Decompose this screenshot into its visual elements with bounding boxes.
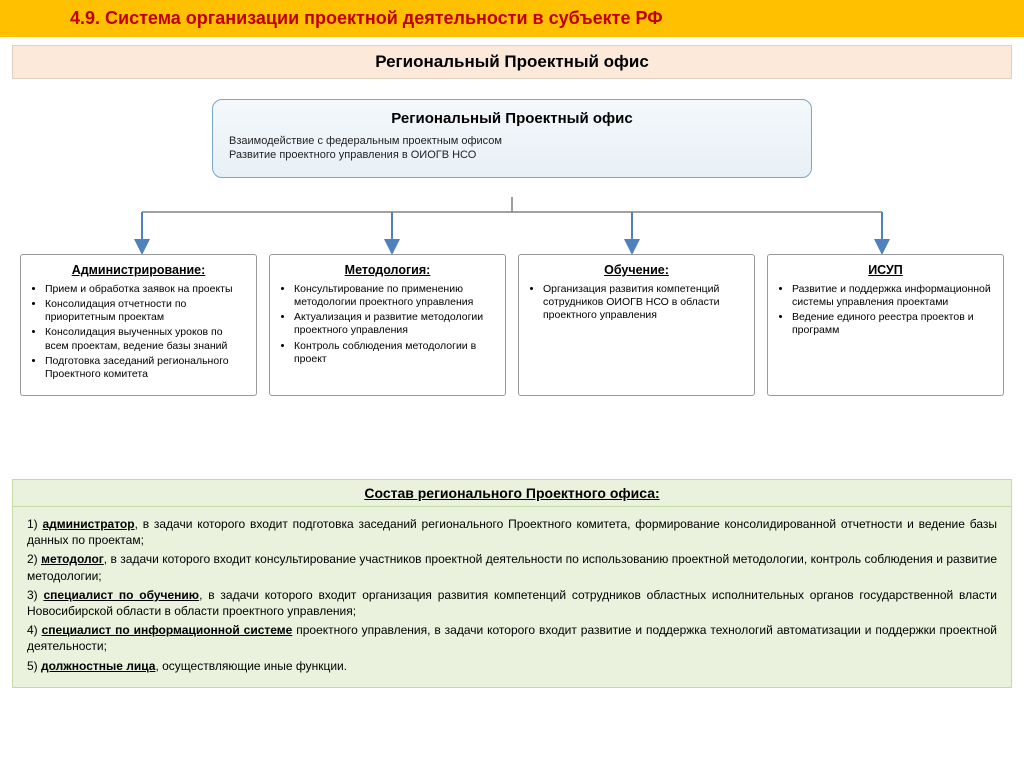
composition-item: 5) должностные лица, осуществляющие иные… bbox=[27, 658, 997, 674]
page-title: 4.9. Система организации проектной деяте… bbox=[0, 0, 1024, 37]
sub-box-training: Обучение: Организация развития компетенц… bbox=[518, 254, 755, 396]
list-item: Консультирование по применению методолог… bbox=[294, 283, 495, 309]
sub-box-title: Обучение: bbox=[529, 263, 744, 277]
sub-box-list: Консультирование по применению методолог… bbox=[280, 283, 495, 366]
composition-item: 4) специалист по информационной системе … bbox=[27, 622, 997, 654]
list-item: Консолидация отчетности по приоритетным … bbox=[45, 298, 246, 324]
sub-box-isup: ИСУП Развитие и поддержка информационной… bbox=[767, 254, 1004, 396]
list-item: Консолидация выученных уроков по всем пр… bbox=[45, 326, 246, 352]
composition-header: Состав регионального Проектного офиса: bbox=[12, 479, 1012, 507]
list-item: Контроль соблюдения методологии в проект bbox=[294, 340, 495, 366]
composition-body: 1) администратор, в задачи которого вход… bbox=[12, 507, 1012, 688]
list-item: Актуализация и развитие методологии прое… bbox=[294, 311, 495, 337]
list-item: Ведение единого реестра проектов и прогр… bbox=[792, 311, 993, 337]
sub-boxes-row: Администрирование: Прием и обработка зая… bbox=[12, 254, 1012, 396]
sub-box-list: Развитие и поддержка информационной сист… bbox=[778, 283, 993, 338]
list-item: Подготовка заседаний регионального Проек… bbox=[45, 355, 246, 381]
composition-item: 3) специалист по обучению, в задачи кото… bbox=[27, 587, 997, 619]
sub-box-title: Методология: bbox=[280, 263, 495, 277]
top-node-line: Развитие проектного управления в ОИОГВ Н… bbox=[229, 149, 795, 161]
sub-box-list: Прием и обработка заявок на проекты Конс… bbox=[31, 283, 246, 381]
section-header: Региональный Проектный офис bbox=[12, 45, 1012, 79]
composition-item: 1) администратор, в задачи которого вход… bbox=[27, 516, 997, 548]
top-node-title: Региональный Проектный офис bbox=[229, 110, 795, 127]
diagram-area: Региональный Проектный офис Взаимодейств… bbox=[12, 79, 1012, 479]
top-node-line: Взаимодействие с федеральным проектным о… bbox=[229, 135, 795, 147]
sub-box-title: Администрирование: bbox=[31, 263, 246, 277]
list-item: Организация развития компетенций сотрудн… bbox=[543, 283, 744, 322]
composition-item: 2) методолог, в задачи которого входит к… bbox=[27, 551, 997, 583]
connectors bbox=[12, 197, 1012, 257]
sub-box-methodology: Методология: Консультирование по примене… bbox=[269, 254, 506, 396]
sub-box-admin: Администрирование: Прием и обработка зая… bbox=[20, 254, 257, 396]
list-item: Прием и обработка заявок на проекты bbox=[45, 283, 246, 296]
list-item: Развитие и поддержка информационной сист… bbox=[792, 283, 993, 309]
sub-box-list: Организация развития компетенций сотрудн… bbox=[529, 283, 744, 322]
top-node: Региональный Проектный офис Взаимодейств… bbox=[212, 99, 812, 178]
sub-box-title: ИСУП bbox=[778, 263, 993, 277]
